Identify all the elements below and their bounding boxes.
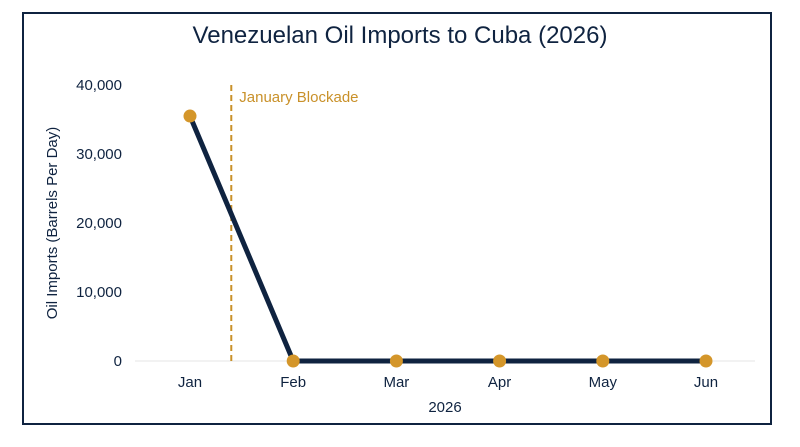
y-tick-label: 30,000 (76, 146, 122, 163)
data-point (183, 109, 197, 123)
x-tick-label: Feb (280, 374, 306, 391)
x-tick-labels: Jan Feb Mar Apr May Jun (178, 374, 718, 391)
x-axis-label: 2026 (428, 399, 461, 416)
series-line (187, 115, 706, 364)
y-tick-label: 40,000 (76, 77, 122, 94)
x-tick-label: Mar (383, 374, 409, 391)
data-point (286, 354, 300, 368)
y-tick-label: 10,000 (76, 284, 122, 301)
x-tick-label: Jan (178, 374, 202, 391)
chart-title: Venezuelan Oil Imports to Cuba (2026) (192, 22, 608, 49)
series-markers (183, 109, 713, 368)
y-tick-labels: 0 10,000 20,000 30,000 40,000 (76, 77, 122, 370)
y-axis-label: Oil Imports (Barrels Per Day) (44, 127, 61, 320)
data-point (493, 354, 507, 368)
x-tick-label: Jun (694, 374, 718, 391)
data-point (596, 354, 610, 368)
x-tick-label: Apr (488, 374, 511, 391)
blockade-label: January Blockade (239, 89, 358, 106)
data-point (389, 354, 403, 368)
x-tick-label: May (589, 374, 618, 391)
y-tick-label: 0 (114, 353, 122, 370)
y-tick-label: 20,000 (76, 215, 122, 232)
data-point (699, 354, 713, 368)
